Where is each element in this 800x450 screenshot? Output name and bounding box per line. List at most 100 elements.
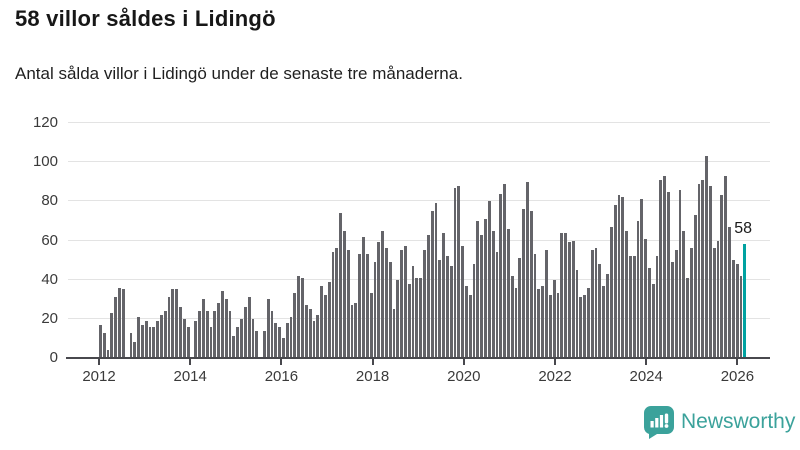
bar [384, 248, 388, 358]
bar [461, 246, 464, 358]
bar [369, 293, 373, 358]
bar [293, 293, 297, 358]
bar [465, 285, 468, 358]
bar [648, 267, 651, 358]
bar [343, 230, 346, 358]
page-title: 58 villor såldes i Lidingö [15, 6, 276, 31]
bar [693, 215, 697, 358]
bar [560, 232, 564, 358]
bar [674, 250, 678, 358]
bar [243, 307, 247, 358]
bar [285, 322, 289, 358]
bar-highlight-latest [743, 244, 747, 358]
bar [217, 303, 220, 358]
bar [457, 185, 461, 358]
x-tick-2014 [189, 359, 192, 365]
bar [358, 254, 362, 358]
bar [571, 240, 575, 358]
bar [240, 318, 243, 358]
x-tick-2022 [554, 359, 556, 365]
bar [304, 305, 308, 358]
bar [415, 277, 419, 358]
bar [354, 303, 358, 358]
bar [182, 318, 186, 358]
bar [590, 250, 594, 358]
bar [278, 326, 281, 358]
bar [552, 279, 556, 358]
bar [423, 250, 426, 358]
bar [221, 291, 224, 358]
last-value-label: 58 [734, 220, 752, 238]
bar [160, 314, 163, 358]
bar [522, 209, 525, 358]
gridline-100 [68, 161, 770, 163]
bar [121, 289, 125, 358]
bar [133, 342, 137, 358]
bar [602, 285, 606, 358]
bar [400, 250, 403, 358]
bar [579, 297, 583, 358]
bar [628, 256, 632, 358]
bar [110, 312, 114, 358]
bar [392, 309, 396, 358]
bar [636, 220, 640, 358]
bar [453, 187, 457, 358]
bar [682, 230, 686, 358]
bar [102, 332, 106, 358]
bar [445, 256, 449, 358]
bar [323, 295, 327, 358]
bar [506, 228, 510, 358]
newsworthy-logo[interactable]: Newsworthy [643, 405, 795, 439]
y-tick-label-0: 0 [49, 349, 58, 366]
bar [735, 264, 739, 358]
bar [541, 285, 545, 358]
bar [487, 201, 491, 358]
bar [625, 230, 628, 358]
bar [701, 179, 705, 358]
bar [411, 265, 415, 358]
bar [114, 297, 118, 358]
bar [274, 322, 278, 358]
x-tick-2020 [462, 359, 465, 365]
bar [167, 297, 171, 358]
bar [247, 297, 251, 358]
bar [430, 211, 434, 358]
bar [106, 350, 110, 358]
bar [312, 320, 316, 358]
newsworthy-bars-icon [643, 405, 674, 439]
bar [567, 242, 571, 358]
bar [716, 240, 720, 358]
bar [480, 234, 484, 358]
bar [499, 193, 503, 358]
x-tick-label-2024: 2024 [629, 368, 663, 385]
bar-chart: 0 20 40 60 80 100 120 2012 2014 2016 2018 2020 2022… [0, 110, 800, 400]
bar [381, 230, 384, 358]
bar [484, 218, 487, 358]
bar [537, 289, 541, 358]
bar [308, 309, 312, 358]
y-tick-label-120: 120 [32, 114, 58, 131]
x-axis-line [66, 357, 770, 359]
bar [621, 197, 625, 358]
bar [320, 285, 323, 358]
bar [339, 213, 342, 358]
x-tick-label-2012: 2012 [82, 368, 116, 385]
bar [583, 295, 586, 358]
bar [262, 330, 266, 358]
bar [228, 311, 232, 358]
bar [724, 175, 728, 358]
bar [594, 248, 598, 358]
bar [449, 265, 453, 358]
bar [705, 156, 708, 358]
bar [651, 283, 655, 358]
bar [118, 287, 121, 358]
bar [407, 283, 411, 358]
y-tick-label-60: 60 [41, 231, 58, 249]
bar [545, 250, 548, 358]
bar [331, 252, 335, 358]
bar [442, 232, 445, 358]
bar [266, 299, 270, 358]
bar [598, 264, 602, 358]
gridline-40 [68, 278, 770, 280]
bar [686, 277, 689, 358]
